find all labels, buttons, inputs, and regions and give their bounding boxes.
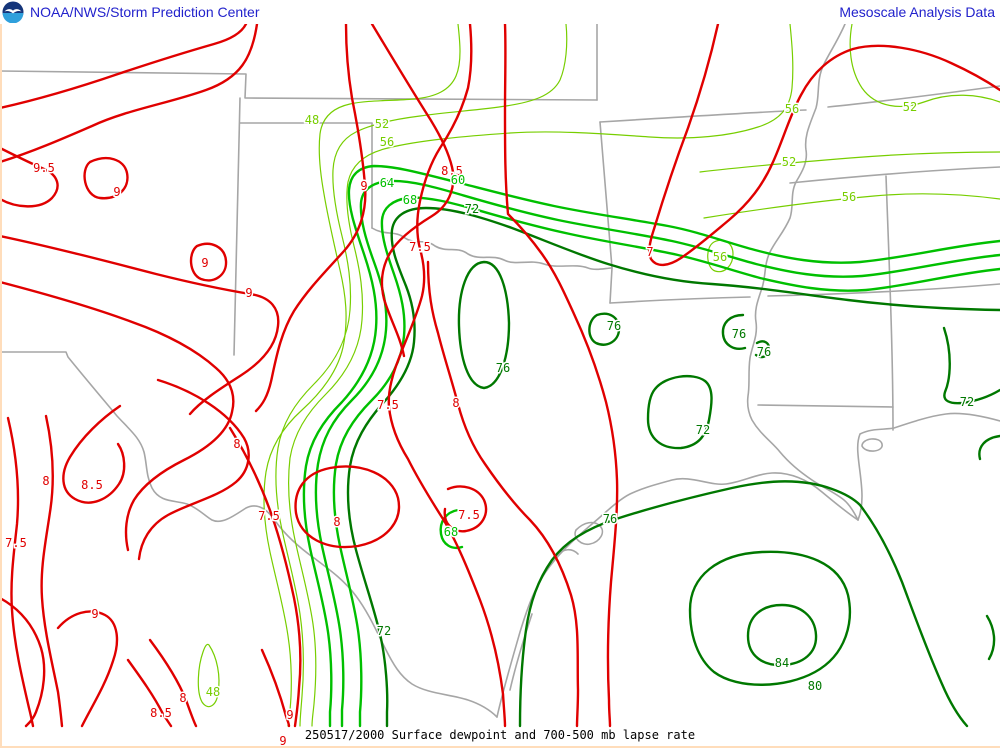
contour-label: 56 <box>785 102 799 116</box>
contour-label: 8 <box>333 515 340 529</box>
site-title-link[interactable]: NOAA/NWS/Storm Prediction Center <box>30 4 260 20</box>
contour-label: 9 <box>201 256 208 270</box>
contour-label: 64 <box>380 176 394 190</box>
contour-label: 68 <box>403 193 417 207</box>
contour-label: 76 <box>496 361 510 375</box>
contour-label: 52 <box>903 100 917 114</box>
contour-label: 60 <box>451 173 465 187</box>
contour-label: 9 <box>113 185 120 199</box>
contour-label: 56 <box>380 135 394 149</box>
contour-label: 7.5 <box>258 509 280 523</box>
contour-label: 9 <box>286 708 293 722</box>
contour-label: 7.5 <box>377 398 399 412</box>
contour-label: 8 <box>42 474 49 488</box>
contour-label: 7 <box>646 245 653 259</box>
contour-label: 8.5 <box>441 164 463 178</box>
contour-label: 76 <box>732 327 746 341</box>
contour-label: 7.5 <box>409 240 431 254</box>
noaa-logo-icon <box>2 1 24 24</box>
contour-label: 80 <box>808 679 822 693</box>
contour-label: 84 <box>775 656 789 670</box>
page-bottom-edge <box>0 746 1000 748</box>
contour-label: 72 <box>960 395 974 409</box>
dewpoint-contours-mid <box>302 164 1000 728</box>
contour-label: 8.5 <box>150 706 172 720</box>
contour-label: 9 <box>360 179 367 193</box>
contour-label: 72 <box>696 423 710 437</box>
contour-label: 7.5 <box>458 508 480 522</box>
contour-label: 56 <box>842 190 856 204</box>
header: NOAA/NWS/Storm Prediction Center Mesosca… <box>0 0 1000 24</box>
dewpoint-contours-light <box>197 24 1000 727</box>
contour-label: 72 <box>465 202 479 216</box>
contour-label: 56 <box>713 250 727 264</box>
dewpoint-contours-dark <box>346 206 1000 728</box>
page-left-edge <box>0 24 2 746</box>
contour-label: 7.5 <box>5 536 27 550</box>
contour-label: 68 <box>444 525 458 539</box>
mesoanalysis-map-image[interactable]: 9.5 9 9 9 9 8.5 7.5 7 7.5 8 8 8 8.5 7.5 7.5 8 7.5 9 8 8.5 9 9… <box>0 24 1000 750</box>
contour-label: 9 <box>245 286 252 300</box>
contour-label: 8 <box>452 396 459 410</box>
contour-label: 8 <box>233 437 240 451</box>
contour-label: 76 <box>757 345 771 359</box>
contour-label: 72 <box>377 624 391 638</box>
contour-label: 8 <box>179 691 186 705</box>
contour-label: 76 <box>607 319 621 333</box>
contour-label: 9 <box>279 734 286 748</box>
state-borders <box>0 24 1000 718</box>
lapse-rate-contours <box>0 24 1000 728</box>
map-caption: 250517/2000 Surface dewpoint and 700-500… <box>304 728 696 742</box>
contour-label: 52 <box>375 117 389 131</box>
contour-label: 48 <box>305 113 319 127</box>
page-title-link[interactable]: Mesoscale Analysis Data <box>839 4 995 20</box>
contour-label: 48 <box>206 685 220 699</box>
contour-label: 76 <box>603 512 617 526</box>
contour-label: 9 <box>91 607 98 621</box>
contour-label: 9.5 <box>33 161 55 175</box>
contour-label: 52 <box>782 155 796 169</box>
contour-label: 8.5 <box>81 478 103 492</box>
